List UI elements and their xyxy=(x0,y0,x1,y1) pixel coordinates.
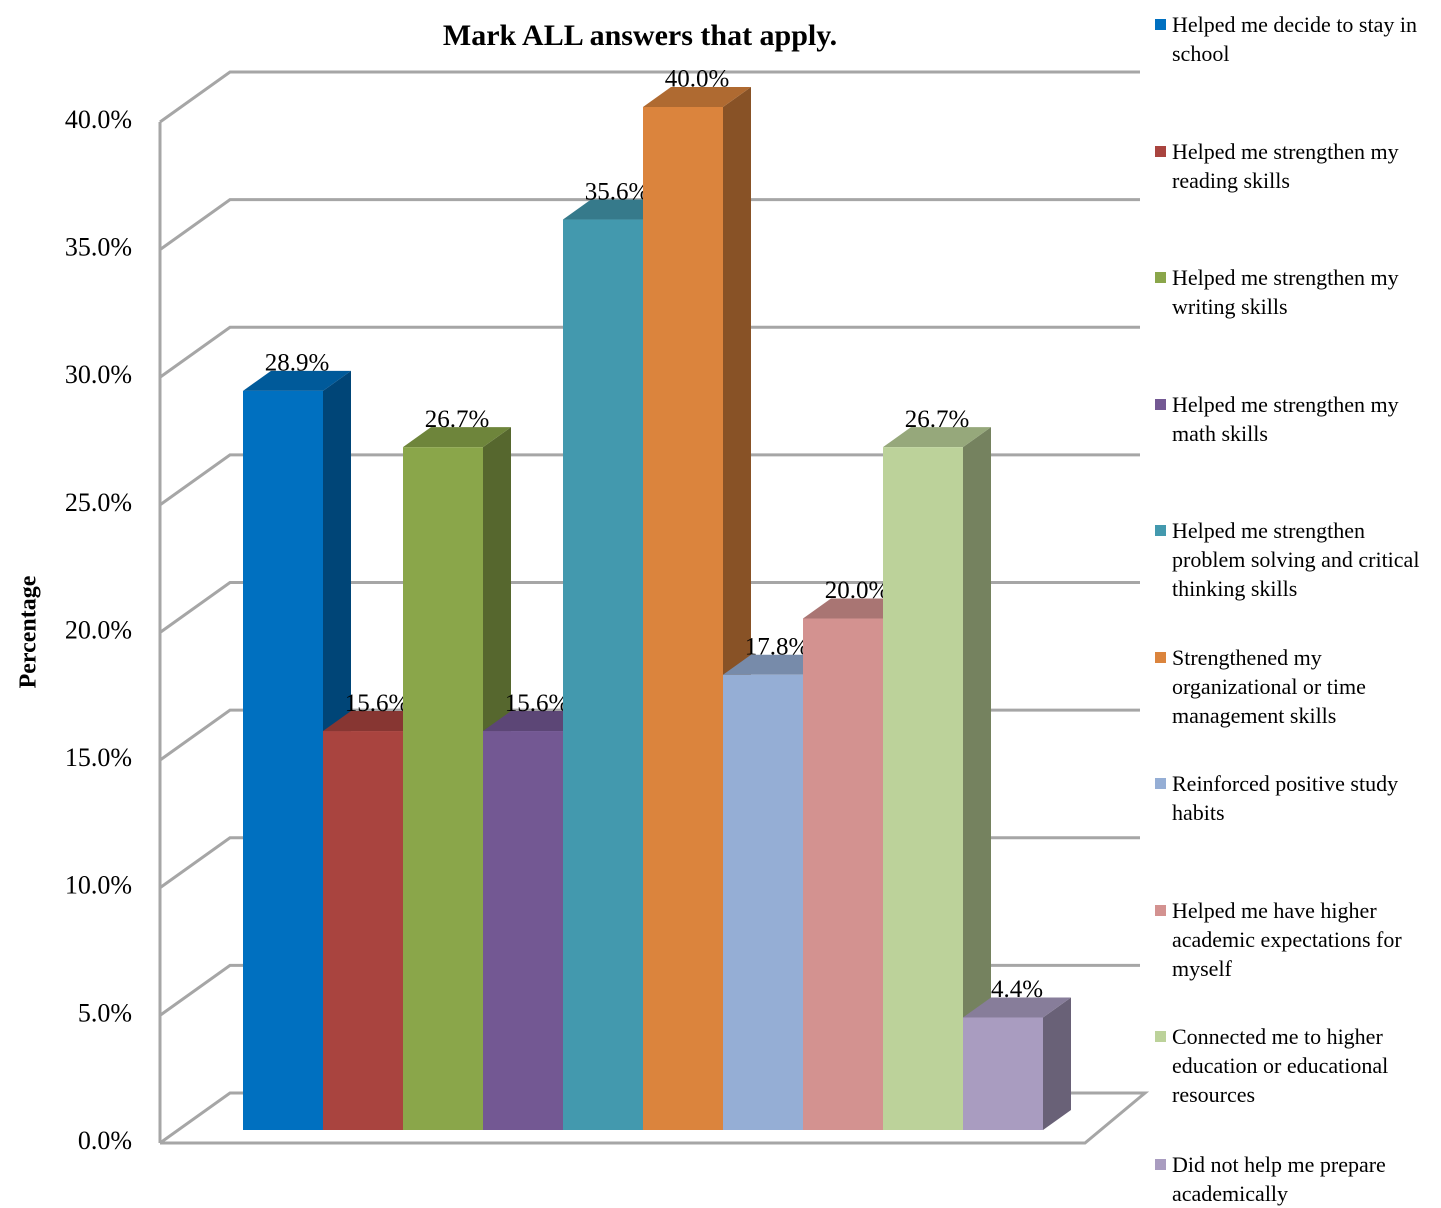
bar xyxy=(963,1017,1043,1130)
data-label: 4.4% xyxy=(991,976,1043,1003)
grid-line xyxy=(159,453,1140,507)
legend-entry: Helped me strengthen problem solving and… xyxy=(1155,516,1435,603)
data-label: 40.0% xyxy=(665,66,730,93)
grid-line xyxy=(159,581,1140,634)
y-tick-label: 30.0% xyxy=(65,360,132,389)
y-tick-label: 25.0% xyxy=(65,488,132,517)
legend-swatch xyxy=(1155,19,1166,30)
legend-swatch xyxy=(1155,652,1166,663)
bar xyxy=(403,447,483,1131)
bar xyxy=(803,618,883,1130)
legend-entry: Strengthened my organizational or time m… xyxy=(1155,643,1435,730)
y-tick-label: 35.0% xyxy=(65,233,132,262)
bar-top xyxy=(883,427,991,448)
legend-label: Helped me strengthen my math skills xyxy=(1172,392,1399,446)
legend-swatch xyxy=(1155,1031,1166,1042)
data-label: 26.7% xyxy=(425,406,490,433)
bar xyxy=(643,107,723,1130)
legend-swatch xyxy=(1155,778,1166,789)
legend-entry: Helped me strengthen my reading skills xyxy=(1155,137,1435,195)
data-label: 15.6% xyxy=(345,690,410,717)
legend-label: Helped me have higher academic expectati… xyxy=(1172,898,1402,981)
legend-label: Reinforced positive study habits xyxy=(1172,771,1399,825)
grid-line xyxy=(159,325,1140,379)
data-label: 17.8% xyxy=(745,633,810,660)
legend-entry: Helped me strengthen my math skills xyxy=(1155,390,1435,448)
legend-entry: Helped me strengthen my writing skills xyxy=(1155,263,1435,321)
floor xyxy=(159,1091,1150,1145)
legend-entry: Connected me to higher education or educ… xyxy=(1155,1022,1435,1109)
legend-swatch xyxy=(1155,905,1166,916)
legend-entry: Helped me decide to stay in school xyxy=(1155,10,1435,68)
legend-swatch xyxy=(1155,272,1166,283)
bar xyxy=(483,731,563,1130)
data-label: 28.9% xyxy=(265,350,330,377)
bar-top xyxy=(243,370,351,391)
data-label: 26.7% xyxy=(905,406,970,433)
bar-top xyxy=(643,87,751,107)
legend-swatch xyxy=(1155,399,1166,410)
legend-label: Did not help me prepare academically xyxy=(1172,1152,1386,1206)
y-tick-label: 5.0% xyxy=(78,998,132,1027)
bar xyxy=(243,390,323,1130)
legend-swatch xyxy=(1155,1159,1166,1170)
legend-swatch xyxy=(1155,146,1166,157)
bar xyxy=(323,731,403,1130)
bar-top xyxy=(963,997,1071,1018)
legend-label: Strengthened my organizational or time m… xyxy=(1172,645,1366,728)
y-axis-label: Percentage xyxy=(16,575,42,688)
legend-entry: Helped me have higher academic expectati… xyxy=(1155,896,1435,983)
legend-label: Connected me to higher education or educ… xyxy=(1172,1024,1389,1107)
grid-line xyxy=(159,198,1140,251)
chart-title: Mark ALL answers that apply. xyxy=(443,19,837,52)
y-tick-label: 15.0% xyxy=(65,743,132,772)
legend-swatch xyxy=(1155,525,1166,536)
y-tick-label: 20.0% xyxy=(65,615,132,644)
bar xyxy=(723,674,803,1130)
legend-label: Helped me decide to stay in school xyxy=(1172,12,1417,66)
y-tick-label: 10.0% xyxy=(65,871,132,900)
bar-top xyxy=(403,427,511,448)
grid-line xyxy=(159,70,1140,124)
bar xyxy=(563,219,643,1130)
y-tick-label: 0.0% xyxy=(78,1126,132,1155)
bar-side xyxy=(963,427,991,1131)
data-label: 20.0% xyxy=(825,577,890,604)
legend-entry: Did not help me prepare academically xyxy=(1155,1150,1435,1208)
legend-entry: Reinforced positive study habits xyxy=(1155,769,1435,827)
data-label: 35.6% xyxy=(585,178,650,205)
data-label: 15.6% xyxy=(505,690,570,717)
legend-label: Helped me strengthen my reading skills xyxy=(1172,139,1399,193)
legend-label: Helped me strengthen problem solving and… xyxy=(1172,518,1420,601)
legend-label: Helped me strengthen my writing skills xyxy=(1172,265,1399,319)
y-tick-label: 40.0% xyxy=(65,105,132,134)
bar xyxy=(883,447,963,1131)
bar-side xyxy=(1043,997,1071,1130)
